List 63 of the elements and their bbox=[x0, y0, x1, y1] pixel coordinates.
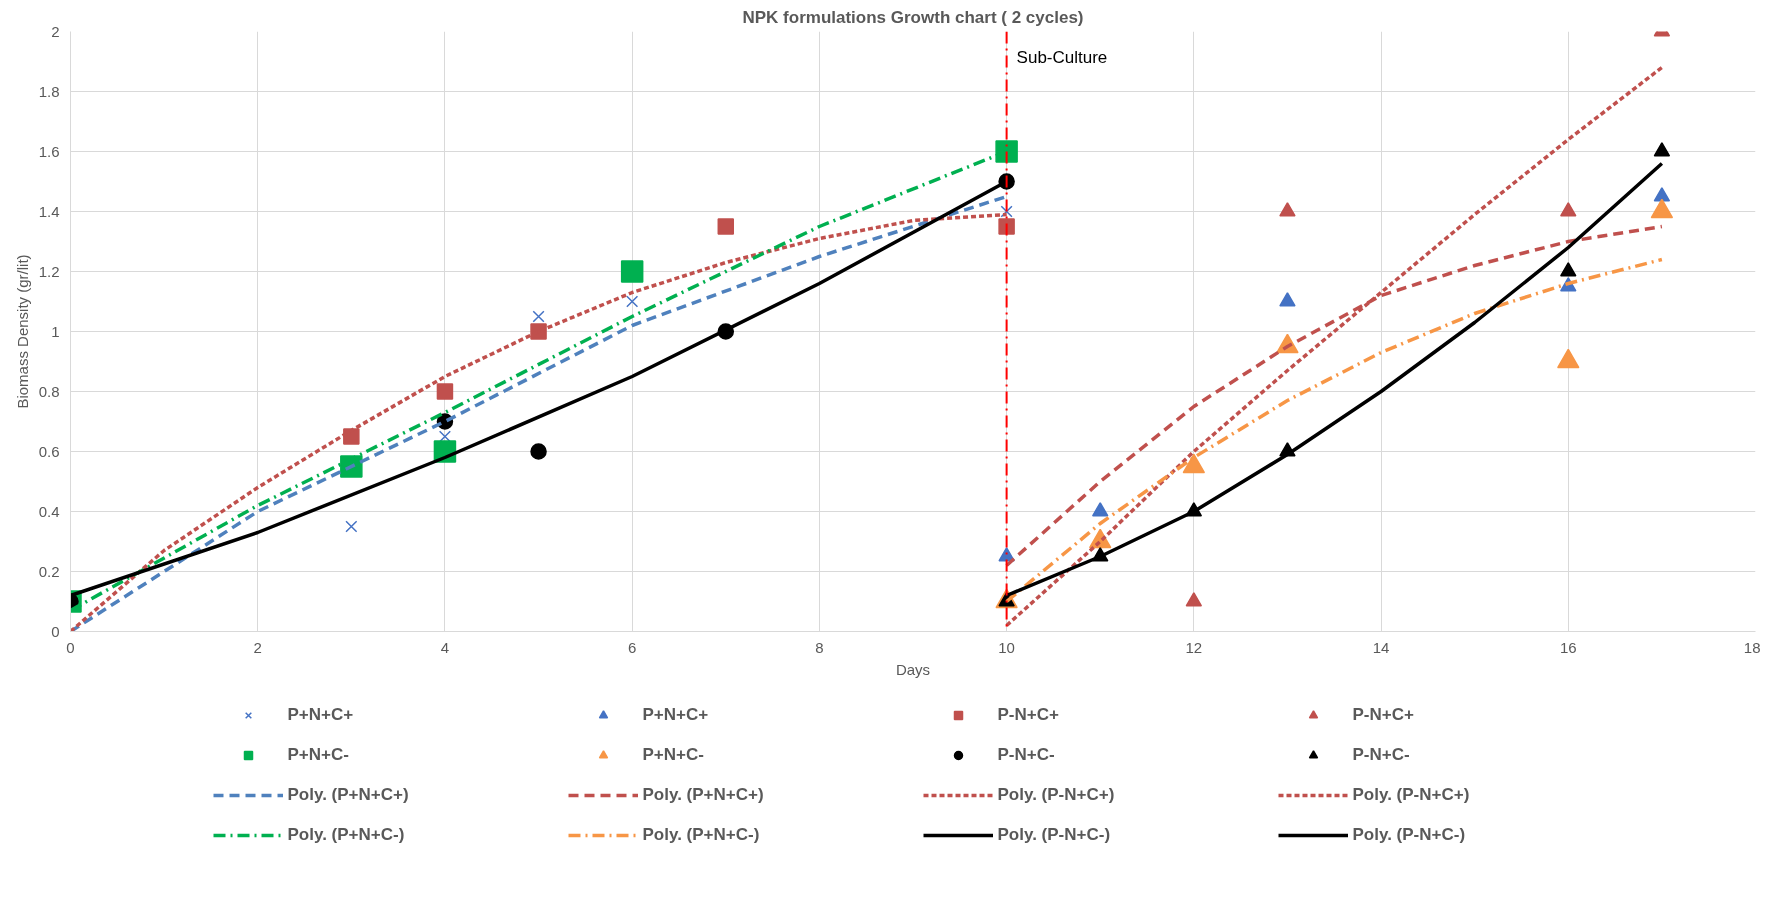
point bbox=[1091, 502, 1109, 517]
y-tick-label: 1.2 bbox=[38, 262, 60, 280]
point bbox=[436, 383, 454, 400]
point bbox=[530, 323, 547, 340]
y-tick-label: 0.8 bbox=[38, 382, 60, 400]
point bbox=[1560, 202, 1577, 217]
y-tick-label: 1 bbox=[51, 322, 60, 340]
y-tick-label: 2 bbox=[51, 22, 60, 40]
legend-label: Poly. (P-N+C-) bbox=[1352, 825, 1467, 845]
y-axis-title: Biomass Density (gr/lit) bbox=[13, 254, 31, 409]
legend-label: Poly. (P+N+C-) bbox=[287, 825, 406, 845]
chart-title: NPK formulations Growth chart ( 2 cycles) bbox=[742, 7, 1084, 27]
y-tick-label: 1.6 bbox=[38, 142, 60, 160]
point bbox=[995, 140, 1018, 163]
point bbox=[998, 218, 1015, 235]
x-tick-label: 16 bbox=[1559, 638, 1577, 656]
point bbox=[343, 428, 360, 445]
point bbox=[345, 520, 358, 533]
ref-line-label: Sub-Culture bbox=[1016, 47, 1108, 67]
point bbox=[1560, 262, 1577, 277]
point bbox=[1653, 187, 1671, 202]
point bbox=[1279, 202, 1296, 217]
x-tick-label: 14 bbox=[1372, 638, 1390, 656]
point bbox=[1182, 453, 1206, 474]
legend-label: Poly. (P+N+C+) bbox=[287, 785, 410, 805]
legend-label: Poly. (P-N+C-) bbox=[997, 825, 1112, 845]
x-tick-label: 2 bbox=[253, 638, 262, 656]
point bbox=[1279, 292, 1296, 307]
x-tick-label: 12 bbox=[1185, 638, 1203, 656]
legend-label: P-N+C+ bbox=[997, 705, 1060, 725]
legend-label: Poly. (P-N+C+) bbox=[997, 785, 1116, 805]
legend-label: Poly. (P+N+C+) bbox=[642, 785, 765, 805]
legend-label: Poly. (P-N+C+) bbox=[1352, 785, 1471, 805]
y-tick-label: 0.2 bbox=[38, 562, 60, 580]
point bbox=[532, 310, 545, 323]
point bbox=[1000, 205, 1013, 218]
legend-label: P-N+C- bbox=[997, 745, 1056, 765]
legend-label: P-N+C- bbox=[1352, 745, 1411, 765]
line-series bbox=[1004, 65, 1664, 628]
legend-label: Poly. (P+N+C-) bbox=[642, 825, 761, 845]
x-tick-label: 10 bbox=[998, 638, 1015, 656]
point bbox=[717, 218, 735, 235]
point bbox=[1185, 592, 1203, 607]
point bbox=[530, 443, 547, 460]
legend-label: P+N+C- bbox=[642, 745, 705, 765]
x-tick-label: 8 bbox=[815, 638, 824, 656]
y-tick-label: 1.8 bbox=[38, 82, 60, 100]
y-tick-label: 0.4 bbox=[38, 502, 60, 520]
point bbox=[620, 260, 644, 283]
x-axis-title: Days bbox=[895, 660, 931, 678]
legend-label: P+N+C- bbox=[287, 745, 350, 765]
x-tick-label: 4 bbox=[440, 638, 450, 656]
legend-label: P-N+C+ bbox=[1352, 705, 1415, 725]
y-tick-label: 0.6 bbox=[38, 442, 60, 460]
y-tick-label: 1.4 bbox=[38, 202, 60, 220]
legend-label: P+N+C+ bbox=[642, 705, 710, 725]
point bbox=[626, 295, 639, 308]
point bbox=[1653, 142, 1671, 157]
x-tick-label: 0 bbox=[66, 638, 75, 656]
y-tick-label: 0 bbox=[51, 622, 60, 640]
x-tick-label: 6 bbox=[628, 638, 637, 656]
x-tick-label: 18 bbox=[1743, 638, 1761, 656]
legend-label: P+N+C+ bbox=[287, 705, 355, 725]
